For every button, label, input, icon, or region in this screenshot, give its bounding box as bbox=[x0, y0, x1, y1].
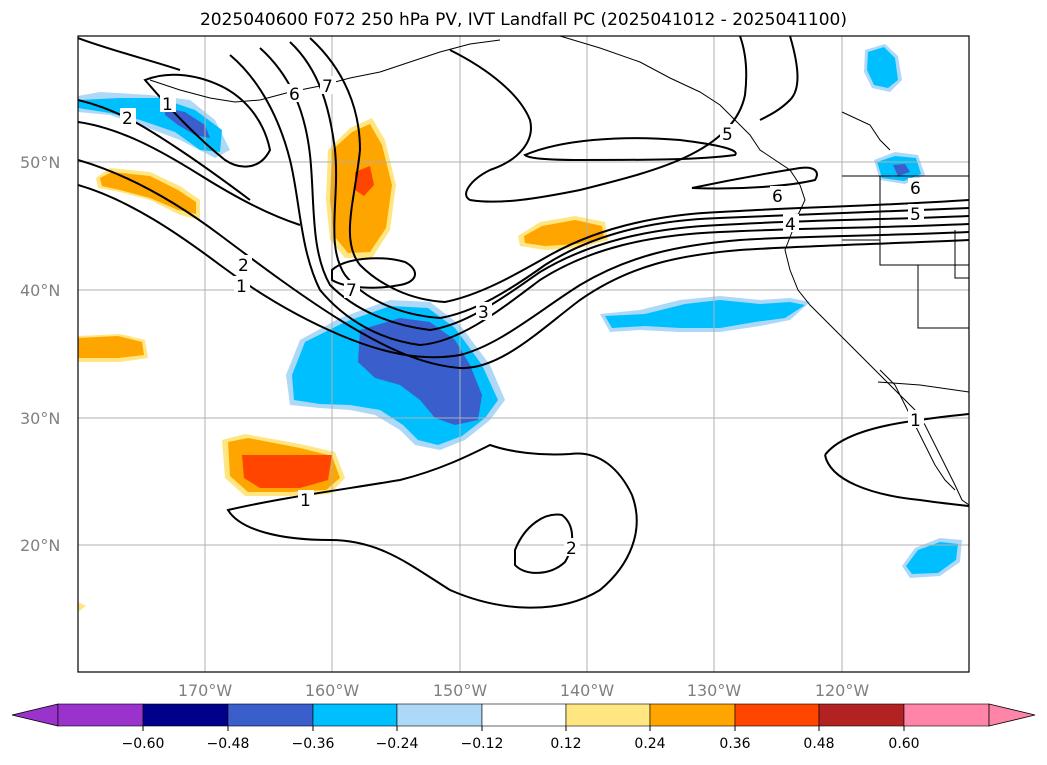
colorbar: −0.60 −0.48 −0.36 −0.24 −0.12 0.12 0.24 … bbox=[11, 703, 1036, 752]
latitude-labels: 50°N 40°N 30°N 20°N bbox=[20, 153, 60, 555]
contour-line bbox=[309, 37, 969, 304]
contour-line bbox=[78, 159, 969, 370]
shade-pos-light bbox=[78, 602, 86, 612]
contour-label: 3 bbox=[478, 303, 489, 323]
contour-line bbox=[824, 413, 969, 456]
colorbar-tick-label: −0.48 bbox=[207, 736, 250, 752]
colorbar-tick-label: 0.60 bbox=[888, 736, 919, 752]
contour-label: 2 bbox=[238, 256, 249, 276]
border-states bbox=[842, 176, 969, 329]
lon-label: 160°W bbox=[305, 681, 360, 700]
contour-label: 5 bbox=[910, 205, 921, 225]
contour-line bbox=[78, 99, 251, 201]
colorbar-swatch bbox=[57, 703, 144, 727]
contour-line bbox=[259, 47, 969, 332]
colorbar-tick-label: 0.12 bbox=[550, 736, 581, 752]
colorbar-swatch bbox=[396, 703, 483, 727]
shade-neg-strong bbox=[358, 318, 482, 425]
contour-label: 7 bbox=[346, 281, 357, 301]
colorbar-tick-label: −0.60 bbox=[122, 736, 165, 752]
contour-line bbox=[289, 41, 969, 320]
contour-line bbox=[229, 54, 969, 347]
colorbar-swatch bbox=[649, 703, 736, 727]
contour-label: 6 bbox=[289, 85, 300, 105]
contour-line bbox=[143, 73, 272, 168]
lon-label: 140°W bbox=[560, 681, 615, 700]
canada-interior bbox=[841, 111, 891, 151]
contour-label: 4 bbox=[785, 215, 796, 235]
colorbar-extend-high bbox=[988, 703, 1036, 727]
shade-neg-mid bbox=[867, 47, 898, 88]
contour-line bbox=[449, 36, 748, 203]
shade-pos-mid bbox=[78, 336, 144, 358]
pv-shading bbox=[78, 44, 962, 612]
colorbar-tick-label: −0.12 bbox=[461, 736, 504, 752]
contour-label: 1 bbox=[300, 491, 311, 511]
contour-label: 1 bbox=[910, 411, 921, 431]
contour-line bbox=[824, 454, 969, 507]
contour-line bbox=[759, 36, 799, 121]
colorbar-tick-label: −0.36 bbox=[292, 736, 335, 752]
contour-label: 6 bbox=[910, 179, 921, 199]
colorbar-swatch bbox=[734, 703, 820, 727]
colorbar-tick-label: 0.48 bbox=[803, 736, 834, 752]
alaska-coast bbox=[559, 36, 801, 186]
shade-neg-strong bbox=[893, 164, 910, 176]
lat-label: 50°N bbox=[20, 153, 60, 172]
contour-line bbox=[514, 513, 574, 574]
colorbar-tick-label: 0.24 bbox=[634, 736, 665, 752]
colorbar-tick-label: 0.36 bbox=[719, 736, 750, 752]
contour-labels: 2 1 6 7 2 1 7 3 6 5 4 5 6 1 bbox=[120, 76, 924, 559]
lat-label: 30°N bbox=[20, 409, 60, 428]
colorbar-ticks bbox=[142, 726, 905, 731]
colorbar-swatch bbox=[312, 703, 398, 727]
contour-label: 1 bbox=[162, 95, 173, 115]
map-panel: 2 1 6 7 2 1 7 3 6 5 4 5 6 1 bbox=[78, 36, 969, 672]
colorbar-swatch bbox=[481, 703, 567, 727]
lon-label: 130°W bbox=[687, 681, 742, 700]
shade-pos-strong bbox=[355, 166, 374, 196]
contour-line bbox=[691, 166, 818, 190]
contour-label: 1 bbox=[236, 277, 247, 297]
lon-label: 170°W bbox=[178, 681, 233, 700]
lon-label: 120°W bbox=[815, 681, 870, 700]
contour-label: 2 bbox=[566, 539, 577, 559]
lat-label: 20°N bbox=[20, 536, 60, 555]
contour-line bbox=[78, 121, 301, 226]
coastlines bbox=[149, 36, 969, 506]
colorbar-extend-low bbox=[11, 703, 59, 727]
contour-label: 6 bbox=[772, 187, 783, 207]
colorbar-swatch bbox=[565, 703, 651, 727]
map-title: 2025040600 F072 250 hPa PV, IVT Landfall… bbox=[199, 10, 847, 30]
border-us-mexico bbox=[877, 381, 969, 393]
contour-label: 7 bbox=[322, 77, 333, 97]
baja-coast bbox=[879, 369, 956, 491]
colorbar-swatch bbox=[227, 703, 314, 727]
contour-line bbox=[78, 37, 181, 71]
colorbar-swatch bbox=[142, 703, 229, 727]
shade-pos-strong bbox=[242, 455, 332, 488]
longitude-labels: 170°W 160°W 150°W 140°W 130°W 120°W bbox=[178, 681, 870, 700]
contour-label: 2 bbox=[122, 109, 133, 129]
colorbar-swatch bbox=[818, 703, 905, 727]
lat-label: 40°N bbox=[20, 281, 60, 300]
shade-neg-mid bbox=[906, 542, 958, 574]
contour-line bbox=[523, 137, 737, 162]
colorbar-swatch bbox=[903, 703, 990, 727]
map-frame bbox=[77, 35, 970, 673]
contour-label: 5 bbox=[722, 125, 733, 145]
shade-neg-mid bbox=[605, 300, 805, 328]
lon-label: 150°W bbox=[433, 681, 488, 700]
contour-line bbox=[78, 184, 969, 359]
contour-line bbox=[226, 443, 638, 609]
ivt-contours bbox=[78, 36, 969, 609]
colorbar-tick-label: −0.24 bbox=[376, 736, 419, 752]
